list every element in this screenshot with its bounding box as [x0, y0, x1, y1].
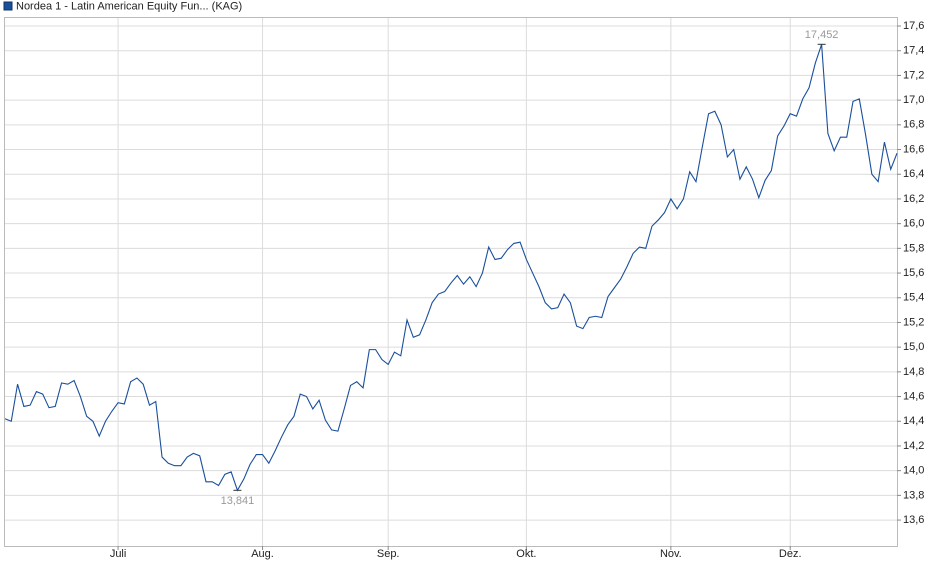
y-tick-label: 13,8	[903, 489, 924, 501]
x-tick-label: Aug.	[251, 548, 274, 560]
y-tick-label: 16,8	[903, 119, 924, 131]
y-tick-label: 15,2	[903, 316, 924, 328]
y-tick-label: 16,2	[903, 193, 924, 205]
x-tick-label: Okt.	[516, 548, 536, 560]
y-tick-label: 14,2	[903, 440, 924, 452]
y-tick-label: 17,4	[903, 45, 924, 57]
y-tick-label: 15,6	[903, 267, 924, 279]
x-tick-label: Sep.	[377, 548, 400, 560]
y-tick-label: 16,4	[903, 168, 924, 180]
legend-label: Nordea 1 - Latin American Equity Fun... …	[16, 0, 242, 12]
annotation-label: 17,452	[805, 29, 839, 41]
y-tick-label: 15,4	[903, 292, 924, 304]
y-tick-label: 16,0	[903, 218, 924, 230]
x-tick-label: Nov.	[660, 548, 682, 560]
x-tick-label: Dez.	[779, 548, 802, 560]
x-tick-label: Juli	[110, 548, 127, 560]
plot-frame	[4, 17, 898, 547]
y-tick-label: 16,6	[903, 143, 924, 155]
y-tick-label: 17,6	[903, 20, 924, 32]
y-tick-label: 14,4	[903, 415, 924, 427]
y-tick-label: 14,0	[903, 465, 924, 477]
y-tick-label: 15,0	[903, 341, 924, 353]
price-line	[4, 44, 898, 492]
y-tick-label: 15,8	[903, 242, 924, 254]
annotation-label: 13,841	[221, 495, 255, 507]
y-tick-label: 13,6	[903, 514, 924, 526]
y-tick-label: 14,8	[903, 366, 924, 378]
y-tick-label: 17,0	[903, 94, 924, 106]
y-tick-label: 17,2	[903, 69, 924, 81]
legend-swatch	[3, 1, 13, 11]
y-tick-label: 14,6	[903, 390, 924, 402]
